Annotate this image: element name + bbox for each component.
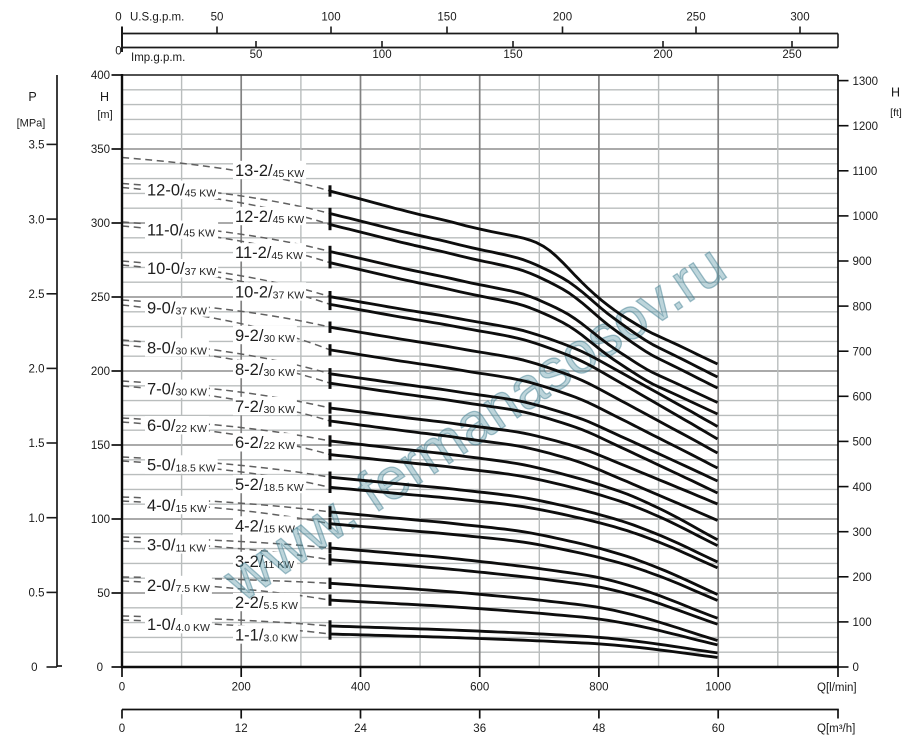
svg-text:1200: 1200 [853, 121, 879, 133]
svg-text:U.S.g.p.m.: U.S.g.p.m. [130, 12, 184, 24]
svg-text:1.5: 1.5 [29, 438, 45, 450]
svg-text:0: 0 [31, 662, 37, 674]
svg-text:48: 48 [593, 723, 606, 735]
svg-text:600: 600 [853, 392, 872, 404]
svg-text:300: 300 [853, 527, 872, 539]
svg-text:800: 800 [589, 682, 608, 694]
svg-text:0: 0 [97, 662, 103, 674]
svg-text:1000: 1000 [853, 211, 879, 223]
svg-text:300: 300 [91, 218, 110, 230]
svg-text:400: 400 [91, 70, 110, 82]
svg-text:1000: 1000 [705, 682, 731, 694]
svg-text:400: 400 [853, 482, 872, 494]
svg-text:24: 24 [354, 723, 367, 735]
svg-text:0.5: 0.5 [29, 588, 45, 600]
svg-text:700: 700 [853, 346, 872, 358]
svg-text:50: 50 [250, 49, 263, 61]
svg-text:100: 100 [372, 49, 391, 61]
svg-text:[MPa]: [MPa] [17, 118, 46, 130]
svg-text:500: 500 [853, 437, 872, 449]
svg-text:150: 150 [437, 12, 456, 24]
svg-text:P: P [28, 90, 36, 104]
svg-text:[ft]: [ft] [890, 107, 902, 119]
svg-text:200: 200 [91, 366, 110, 378]
svg-text:400: 400 [351, 682, 370, 694]
svg-text:[m]: [m] [97, 109, 112, 121]
svg-text:200: 200 [653, 49, 672, 61]
svg-text:100: 100 [321, 12, 340, 24]
svg-text:3.5: 3.5 [29, 140, 45, 152]
svg-text:1300: 1300 [853, 76, 879, 88]
svg-text:H: H [100, 90, 109, 104]
svg-text:1100: 1100 [853, 166, 878, 178]
svg-text:9-0/37 KW: 9-0/37 KW [147, 299, 207, 317]
svg-text:1.0: 1.0 [29, 513, 45, 525]
svg-text:0: 0 [119, 682, 125, 694]
svg-text:250: 250 [91, 292, 110, 304]
svg-text:200: 200 [853, 572, 872, 584]
svg-text:2.0: 2.0 [29, 364, 45, 376]
svg-text:200: 200 [553, 12, 572, 24]
svg-text:Imp.g.p.m.: Imp.g.p.m. [131, 52, 185, 64]
svg-text:150: 150 [503, 49, 522, 61]
svg-text:Q[m³/h]: Q[m³/h] [817, 723, 855, 735]
svg-text:100: 100 [853, 617, 872, 629]
svg-text:2.5: 2.5 [29, 289, 45, 301]
svg-text:900: 900 [853, 256, 872, 268]
svg-text:60: 60 [712, 723, 725, 735]
svg-text:50: 50 [211, 12, 224, 24]
svg-text:3.0: 3.0 [29, 214, 45, 226]
svg-text:H: H [891, 86, 900, 100]
svg-text:200: 200 [232, 682, 251, 694]
svg-text:12: 12 [235, 723, 248, 735]
svg-text:50: 50 [97, 588, 110, 600]
svg-text:0: 0 [115, 12, 121, 24]
svg-text:300: 300 [790, 12, 809, 24]
svg-text:0: 0 [119, 723, 125, 735]
svg-text:0: 0 [853, 662, 859, 674]
svg-text:150: 150 [91, 440, 110, 452]
svg-text:100: 100 [91, 514, 110, 526]
svg-text:36: 36 [473, 723, 486, 735]
svg-text:250: 250 [782, 49, 801, 61]
svg-text:800: 800 [853, 301, 872, 313]
svg-text:350: 350 [91, 144, 110, 156]
svg-text:Q[l/min]: Q[l/min] [817, 682, 857, 694]
svg-text:250: 250 [686, 12, 705, 24]
svg-text:600: 600 [470, 682, 489, 694]
svg-text:0: 0 [115, 45, 121, 57]
